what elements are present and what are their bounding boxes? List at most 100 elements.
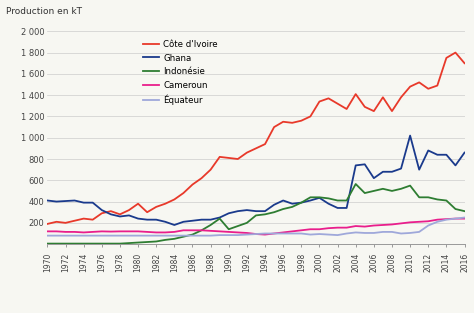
Cameroun: [244, 231, 250, 235]
Indonésie: [244, 221, 250, 225]
Cameroun: [217, 229, 222, 233]
Ghana: [398, 167, 404, 171]
Indonésie: [72, 242, 77, 245]
Ghana: [217, 216, 222, 219]
Line: Côte d'Ivoire: Côte d'Ivoire: [47, 53, 465, 224]
Équateur: [335, 233, 340, 237]
Indonésie: [63, 242, 68, 245]
Ghana: [163, 220, 168, 224]
Indonésie: [108, 242, 114, 245]
Côte d'Ivoire: [262, 142, 268, 146]
Côte d'Ivoire: [317, 100, 322, 103]
Indonésie: [425, 195, 431, 199]
Équateur: [344, 232, 349, 235]
Équateur: [108, 234, 114, 238]
Côte d'Ivoire: [90, 218, 96, 222]
Côte d'Ivoire: [163, 202, 168, 206]
Cameroun: [335, 226, 340, 229]
Indonésie: [181, 235, 186, 239]
Cameroun: [353, 224, 358, 228]
Indonésie: [299, 201, 304, 204]
Ghana: [126, 213, 132, 217]
Ghana: [253, 209, 259, 213]
Côte d'Ivoire: [235, 157, 241, 161]
Line: Équateur: Équateur: [47, 218, 465, 236]
Côte d'Ivoire: [217, 155, 222, 159]
Équateur: [253, 232, 259, 236]
Équateur: [271, 232, 277, 235]
Équateur: [63, 234, 68, 238]
Indonésie: [144, 240, 150, 244]
Indonésie: [317, 195, 322, 199]
Cameroun: [126, 229, 132, 233]
Cameroun: [108, 230, 114, 233]
Cameroun: [362, 225, 368, 228]
Ghana: [108, 213, 114, 216]
Indonésie: [172, 237, 177, 241]
Cameroun: [63, 230, 68, 234]
Cameroun: [416, 220, 422, 224]
Équateur: [72, 234, 77, 238]
Cameroun: [144, 230, 150, 234]
Cameroun: [54, 229, 59, 233]
Côte d'Ivoire: [308, 115, 313, 118]
Ghana: [407, 134, 413, 137]
Côte d'Ivoire: [181, 191, 186, 195]
Indonésie: [444, 199, 449, 203]
Indonésie: [226, 227, 232, 231]
Équateur: [299, 232, 304, 235]
Ghana: [317, 196, 322, 200]
Équateur: [371, 231, 377, 235]
Cameroun: [435, 218, 440, 222]
Ghana: [462, 151, 467, 155]
Ghana: [362, 162, 368, 166]
Cameroun: [163, 231, 168, 234]
Indonésie: [262, 213, 268, 216]
Ghana: [90, 201, 96, 204]
Ghana: [416, 168, 422, 172]
Équateur: [262, 232, 268, 235]
Indonésie: [54, 242, 59, 245]
Équateur: [398, 232, 404, 235]
Indonésie: [326, 197, 331, 200]
Équateur: [45, 234, 50, 238]
Cameroun: [453, 217, 458, 220]
Équateur: [280, 232, 286, 235]
Côte d'Ivoire: [344, 107, 349, 111]
Équateur: [380, 230, 386, 234]
Côte d'Ivoire: [144, 210, 150, 214]
Cameroun: [72, 230, 77, 234]
Ghana: [144, 218, 150, 222]
Indonésie: [335, 199, 340, 203]
Côte d'Ivoire: [398, 95, 404, 99]
Équateur: [389, 230, 395, 234]
Équateur: [453, 217, 458, 220]
Cameroun: [253, 232, 259, 236]
Équateur: [217, 233, 222, 237]
Indonésie: [208, 223, 213, 227]
Côte d'Ivoire: [453, 51, 458, 54]
Indonésie: [389, 189, 395, 193]
Côte d'Ivoire: [208, 168, 213, 172]
Indonésie: [271, 210, 277, 214]
Ghana: [353, 163, 358, 167]
Ghana: [208, 218, 213, 222]
Cameroun: [290, 229, 295, 233]
Cameroun: [326, 226, 331, 230]
Équateur: [425, 223, 431, 227]
Cameroun: [425, 219, 431, 223]
Indonésie: [190, 233, 195, 236]
Cameroun: [81, 231, 87, 234]
Équateur: [208, 234, 213, 238]
Indonésie: [99, 242, 105, 245]
Cameroun: [181, 228, 186, 232]
Cameroun: [90, 230, 96, 234]
Ghana: [154, 218, 159, 222]
Ghana: [81, 201, 87, 204]
Cameroun: [371, 223, 377, 227]
Équateur: [190, 234, 195, 238]
Indonésie: [253, 213, 259, 217]
Ghana: [99, 208, 105, 212]
Ghana: [344, 206, 349, 210]
Ghana: [280, 199, 286, 203]
